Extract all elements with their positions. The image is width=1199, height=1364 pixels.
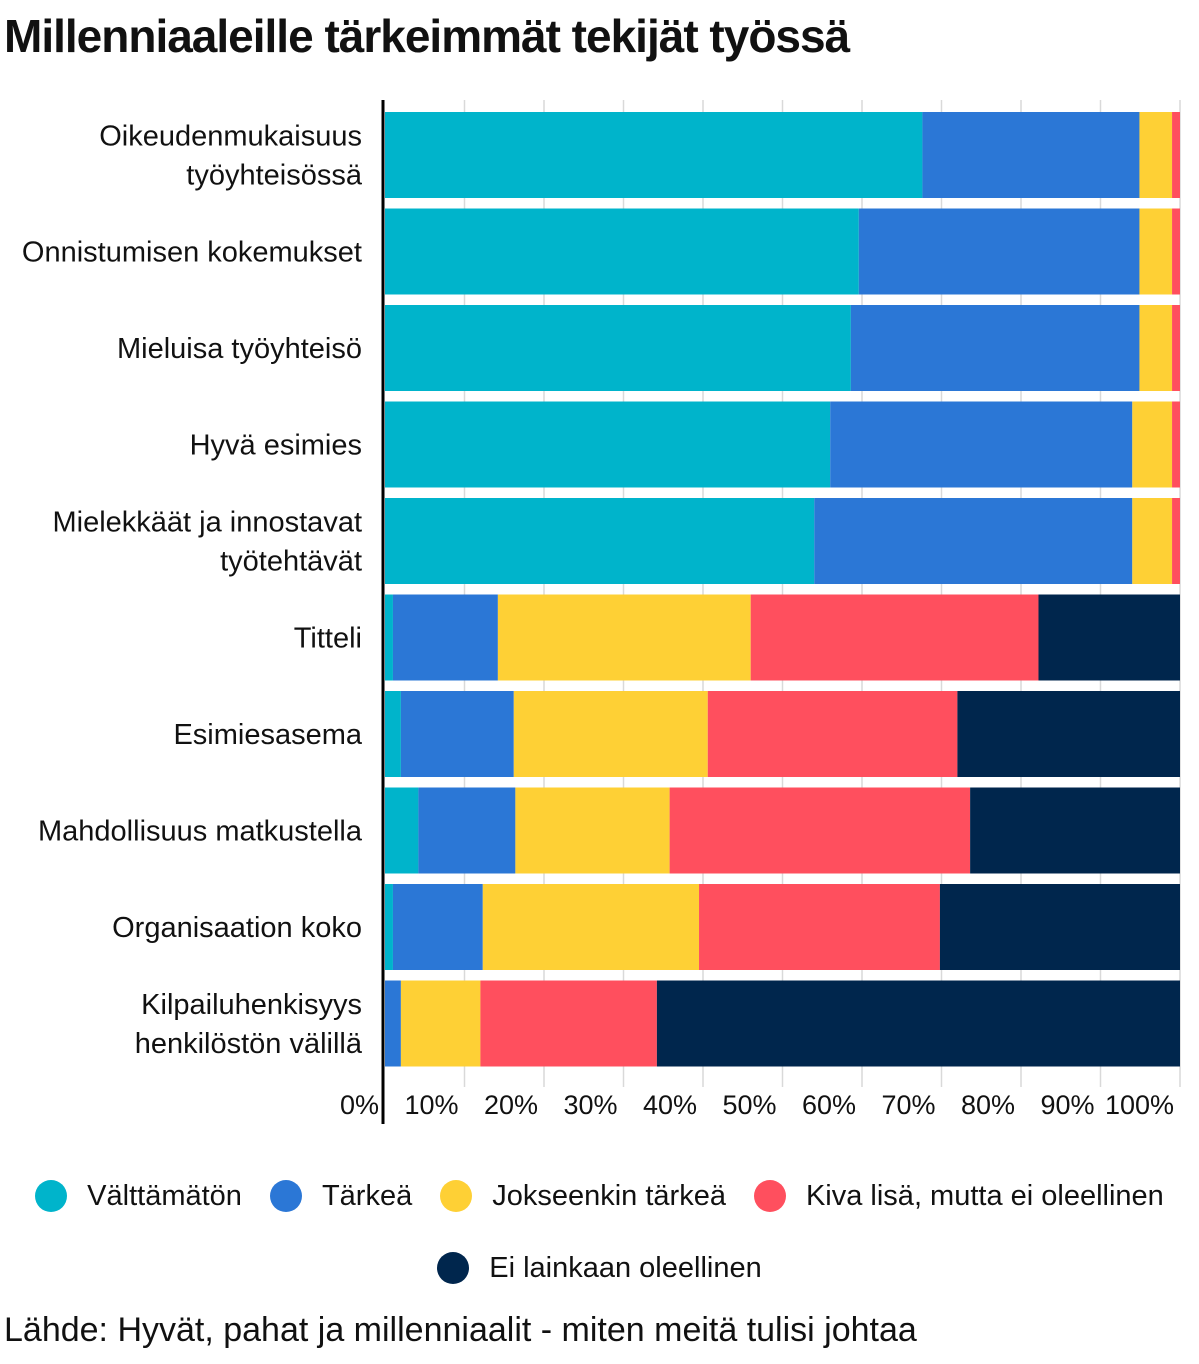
category-label: Oikeudenmukaisuus [99,121,362,153]
legend-row: Ei lainkaan oleellinen [0,1232,1199,1304]
legend-swatch [440,1180,473,1212]
category-label: työyhteisössä [186,160,363,192]
bar-segment [392,594,498,681]
x-tick-label: 100% [1105,1090,1174,1120]
bar-segment [1139,208,1173,295]
bar-segment [1139,112,1173,198]
bar-segment [385,208,859,295]
bar-segment [707,691,958,777]
bar-segment [1132,401,1173,488]
legend-swatch [269,1180,302,1212]
category-label: Hyvä esimies [190,430,362,462]
x-tick-label: 40% [643,1090,697,1120]
bar-segment [513,691,708,777]
bar-segment [497,594,751,681]
bar-segment [699,884,940,970]
bar-segment [392,884,483,970]
x-tick-label: 50% [722,1090,776,1120]
bar-segment [957,691,1180,777]
bar-segment [858,208,1140,295]
bar-segment [1132,498,1173,584]
category-label: Onnistumisen kokemukset [22,237,362,269]
bar-segment [385,401,831,488]
bar-segment [1172,305,1180,391]
chart-title: Millenniaaleille tärkeimmät tekijät työs… [4,10,850,62]
legend-label: Ei lainkaan oleellinen [489,1251,762,1284]
bar-segment [400,691,514,777]
bar-segment [385,112,923,198]
bar-segment [656,980,1180,1067]
category-label: työtehtävät [220,546,362,578]
legend-label: Kiva lisä, mutta ei oleellinen [805,1179,1164,1212]
category-label: Mielekkäät ja innostavat [53,507,363,539]
bar-segment [385,691,401,777]
bar-segment [385,305,851,391]
bar-segment [669,787,971,874]
category-labels: Oikeudenmukaisuus työyhteisössä Onnistumis… [22,121,363,1061]
legend: Välttämätön Tärkeä Jokseenkin tärkeä Kiva l… [0,1160,1199,1300]
bar-segment [385,787,419,874]
bar-segment [1172,208,1180,295]
legend-label: Jokseenkin tärkeä [492,1179,726,1212]
bar-segment [385,980,401,1067]
category-label: henkilöstön välillä [135,1028,363,1060]
bar-segment [814,498,1133,584]
legend-row: Välttämätön Tärkeä Jokseenkin tärkeä Kiva l… [0,1160,1199,1232]
bar-segment [922,112,1140,198]
x-tick-label: 80% [961,1090,1015,1120]
category-label: Esimiesasema [173,719,362,751]
x-axis-ticks: 0% 10% 20% 30% 40% 50% 60% 70% 80% 90% 100% [340,1090,1174,1120]
bar-segment [418,787,516,874]
bar-segment [970,787,1180,874]
bar-segment [480,980,657,1067]
source-note: Lähde: Hyvät, pahat ja millenniaalit - m… [4,1311,917,1349]
bar-segment [850,305,1140,391]
bar-segment [385,884,393,970]
bar-segment [939,884,1180,970]
category-label: Kilpailuhenkisyys [141,989,362,1021]
legend-item: Tärkeä [269,1179,413,1213]
x-tick-label: 10% [404,1090,458,1120]
bar-segment [750,594,1039,681]
bar-segment [1038,594,1180,681]
category-label: Mieluisa työyhteisö [117,333,362,365]
bar-segment [1172,498,1180,584]
stacked-bar-chart: Oikeudenmukaisuus työyhteisössä Onnistumis… [22,100,1181,1124]
legend-swatch [753,1180,786,1212]
legend-swatch [35,1180,68,1212]
bar-segment [482,884,700,970]
bar-segment [385,498,815,584]
bar-segment [1172,401,1180,488]
bar-segment [830,401,1133,488]
bar-segment [400,980,481,1067]
legend-item: Jokseenkin tärkeä [440,1180,726,1213]
x-tick-label: 20% [484,1090,538,1120]
legend-item: Ei lainkaan oleellinen [437,1251,762,1285]
legend-label: Välttämätön [87,1179,242,1212]
x-tick-label: 60% [802,1090,856,1120]
category-label: Titteli [294,623,362,655]
bars [385,112,1180,1067]
bar-segment [1172,112,1180,198]
legend-label: Tärkeä [321,1179,413,1212]
x-tick-label: 70% [881,1090,935,1120]
legend-item: Välttämätön [35,1180,242,1213]
category-label: Organisaation koko [112,912,362,944]
legend-swatch [437,1252,470,1284]
bar-segment [1139,305,1173,391]
legend-item: Kiva lisä, mutta ei oleellinen [753,1179,1164,1213]
x-tick-label: 30% [563,1090,617,1120]
bar-segment [385,594,393,681]
x-tick-label: 0% [340,1090,379,1120]
bar-segment [515,787,670,874]
category-label: Mahdollisuus matkustella [38,816,363,848]
x-tick-label: 90% [1040,1090,1094,1120]
